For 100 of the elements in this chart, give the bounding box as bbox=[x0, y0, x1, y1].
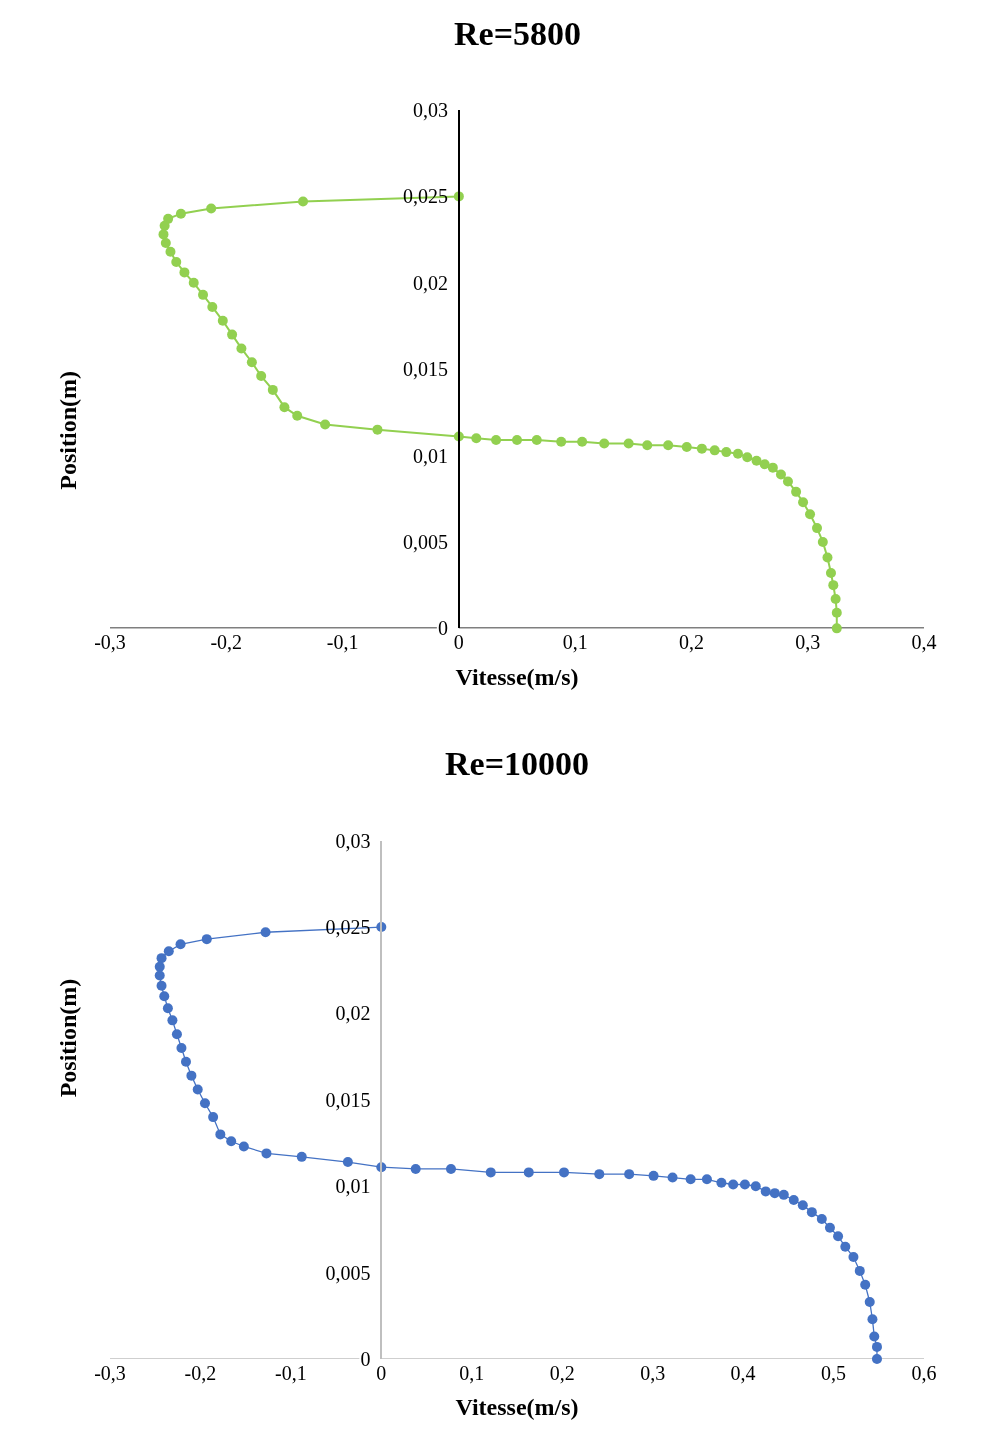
point bbox=[782, 476, 793, 487]
point bbox=[206, 203, 217, 214]
point bbox=[523, 1167, 534, 1178]
point bbox=[226, 1136, 237, 1147]
y-tick-label: 0,005 bbox=[403, 530, 449, 553]
point bbox=[805, 509, 816, 520]
point bbox=[192, 1084, 203, 1095]
point bbox=[154, 970, 165, 981]
point bbox=[721, 447, 732, 458]
point bbox=[201, 934, 212, 945]
point bbox=[175, 939, 186, 950]
point bbox=[831, 623, 842, 634]
x-tick-label: -0,3 bbox=[94, 631, 126, 654]
point bbox=[207, 301, 218, 312]
point bbox=[848, 1252, 859, 1263]
y-tick-label: 0,005 bbox=[325, 1261, 371, 1284]
point bbox=[742, 452, 753, 463]
point bbox=[298, 196, 309, 207]
point bbox=[171, 257, 182, 268]
point bbox=[732, 448, 743, 459]
point bbox=[577, 436, 588, 447]
point bbox=[864, 1296, 875, 1307]
point bbox=[167, 1015, 178, 1026]
point bbox=[767, 462, 778, 473]
point bbox=[179, 267, 190, 278]
point bbox=[559, 1167, 570, 1178]
point bbox=[812, 523, 823, 534]
point bbox=[716, 1177, 727, 1188]
point bbox=[556, 436, 567, 447]
x-tick-label: 0,4 bbox=[730, 1362, 756, 1384]
y-tick-label: 0 bbox=[438, 617, 449, 640]
x-tick-label: 0 bbox=[376, 1362, 387, 1384]
x-tick-label: -0,2 bbox=[184, 1362, 217, 1384]
point bbox=[165, 246, 176, 257]
y-tick-label: 0,03 bbox=[335, 829, 371, 852]
chart-title: Re=5800 bbox=[454, 15, 582, 52]
point bbox=[798, 497, 809, 508]
point bbox=[471, 433, 482, 444]
point bbox=[778, 1189, 789, 1200]
point bbox=[296, 1151, 307, 1162]
point bbox=[176, 1042, 187, 1053]
x-tick-label: 0,2 bbox=[549, 1362, 575, 1384]
point bbox=[775, 469, 786, 480]
point bbox=[709, 445, 720, 456]
point bbox=[759, 459, 770, 470]
point bbox=[410, 1163, 421, 1174]
point bbox=[261, 1148, 272, 1159]
x-tick-label: 0,2 bbox=[678, 631, 704, 654]
point bbox=[215, 1129, 226, 1140]
point bbox=[833, 1231, 844, 1242]
point bbox=[642, 440, 653, 451]
point bbox=[828, 580, 839, 591]
x-tick-label: 0,3 bbox=[640, 1362, 666, 1384]
point bbox=[685, 1174, 696, 1185]
point bbox=[208, 1112, 219, 1123]
point bbox=[227, 329, 238, 340]
x-tick-label: -0,1 bbox=[326, 631, 359, 654]
point bbox=[485, 1167, 496, 1178]
point bbox=[159, 220, 170, 231]
y-tick-label: 0 bbox=[360, 1347, 371, 1370]
x-tick-label: 0,4 bbox=[911, 631, 937, 654]
point bbox=[788, 1195, 799, 1206]
point bbox=[236, 343, 247, 354]
x-tick-label: 0,6 bbox=[911, 1362, 937, 1384]
point bbox=[279, 402, 290, 413]
y-tick-label: 0,03 bbox=[413, 99, 449, 121]
point bbox=[292, 410, 303, 421]
point bbox=[531, 435, 542, 446]
x-axis-title: Vitesse(m/s) bbox=[455, 1394, 579, 1421]
point bbox=[806, 1207, 817, 1218]
point bbox=[188, 277, 199, 288]
point bbox=[623, 438, 634, 449]
point bbox=[256, 371, 267, 382]
point bbox=[163, 946, 174, 957]
point bbox=[728, 1179, 739, 1190]
point bbox=[156, 980, 167, 991]
point bbox=[739, 1179, 750, 1190]
point bbox=[260, 927, 271, 938]
point bbox=[154, 961, 165, 972]
point bbox=[840, 1241, 851, 1252]
point bbox=[159, 991, 170, 1002]
x-axis-title: Vitesse(m/s) bbox=[455, 663, 579, 690]
x-tick-label: 0,1 bbox=[459, 1362, 485, 1384]
y-tick-label: 0,02 bbox=[413, 271, 449, 294]
point bbox=[246, 357, 257, 368]
y-tick-label: 0,015 bbox=[403, 358, 449, 381]
point bbox=[372, 424, 383, 435]
y-axis-title: Position(m) bbox=[55, 371, 82, 490]
x-tick-label: 0,3 bbox=[795, 631, 821, 654]
point bbox=[769, 1188, 780, 1199]
y-axis-title: Position(m) bbox=[54, 978, 81, 1098]
point bbox=[681, 441, 692, 452]
point bbox=[267, 384, 278, 395]
point bbox=[869, 1331, 880, 1342]
point bbox=[751, 455, 762, 466]
point bbox=[871, 1341, 882, 1352]
point bbox=[791, 486, 802, 497]
point bbox=[512, 435, 522, 446]
point bbox=[599, 438, 610, 449]
point bbox=[825, 568, 836, 579]
